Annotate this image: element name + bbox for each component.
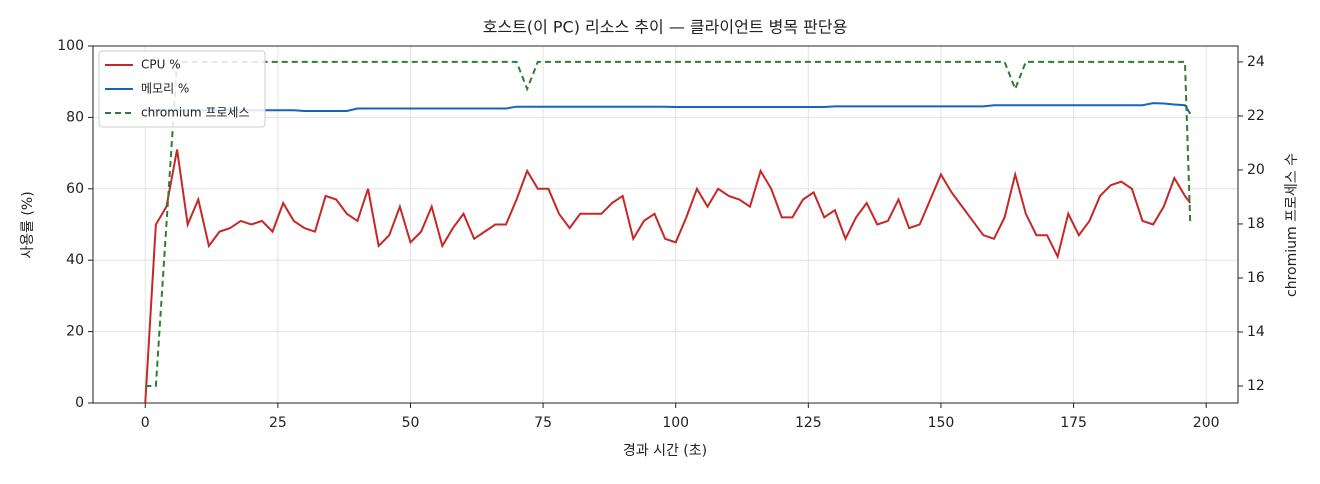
- series-line: [145, 60, 1192, 387]
- y2-tick-label: 14: [1247, 324, 1265, 340]
- y2-tick-label: 18: [1247, 216, 1265, 232]
- y-axis-label: 사용률 (%): [20, 191, 36, 258]
- x-tick-label: 100: [662, 415, 689, 431]
- y-tick-label: 60: [66, 181, 84, 197]
- x-tick-label: 200: [1193, 415, 1220, 431]
- plot-frame: [92, 45, 1239, 404]
- legend-label: 메모리 %: [141, 82, 189, 96]
- y2-tick-label: 24: [1247, 54, 1265, 70]
- chart-title: 호스트(이 PC) 리소스 추이 — 클라이언트 병목 판단용: [483, 18, 848, 37]
- y-tick-label: 20: [66, 324, 84, 340]
- y2-tick-label: 16: [1247, 270, 1265, 286]
- legend-box: [98, 50, 266, 128]
- x-tick-label: 25: [269, 415, 287, 431]
- y2-axis-label: chromium 프로세스 수: [1284, 153, 1300, 297]
- y-tick-label: 0: [75, 395, 84, 411]
- x-axis-label: 경과 시간 (초): [623, 443, 707, 459]
- y-tick-label: 40: [66, 252, 84, 268]
- series-line: [145, 102, 1192, 115]
- y-tick-label: 80: [66, 109, 84, 125]
- x-tick-label: 125: [795, 415, 822, 431]
- x-tick-label: 50: [402, 415, 420, 431]
- y2-tick-label: 22: [1247, 108, 1265, 124]
- x-tick-label: 175: [1060, 415, 1087, 431]
- legend-label: chromium 프로세스: [141, 106, 250, 120]
- series-line: [144, 149, 1192, 404]
- x-tick-label: 150: [928, 415, 955, 431]
- y2-tick-label: 12: [1247, 378, 1265, 394]
- y-tick-label: 100: [57, 38, 84, 54]
- x-tick-label: 0: [141, 415, 150, 431]
- x-tick-label: 75: [534, 415, 552, 431]
- legend-label: CPU %: [141, 58, 181, 72]
- y2-tick-label: 20: [1247, 162, 1265, 178]
